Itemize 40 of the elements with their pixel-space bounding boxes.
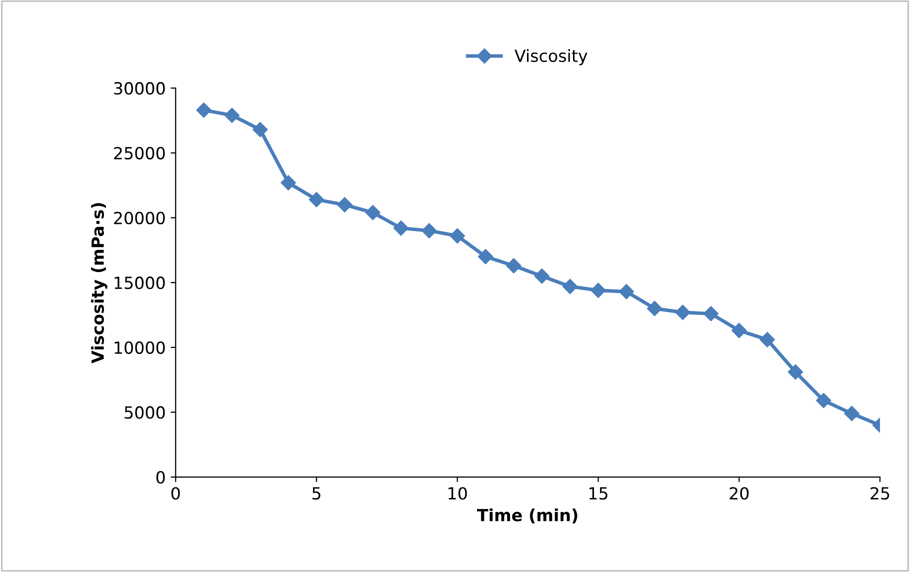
- point: [647, 300, 662, 316]
- x-tick-label: 15: [589, 487, 608, 500]
- y-tick-label: 0: [156, 471, 165, 484]
- y-tick-label: 20000: [114, 212, 165, 224]
- point: [337, 197, 352, 212]
- point: [224, 108, 240, 123]
- y-tick-label: 10000: [114, 341, 165, 354]
- x-tick-label: 20: [730, 487, 749, 500]
- y-tick-label: 5000: [124, 406, 165, 419]
- point: [534, 268, 550, 284]
- point: [196, 102, 212, 118]
- y-tick-label: 25000: [114, 146, 165, 160]
- point: [562, 278, 578, 294]
- point: [308, 192, 324, 208]
- y-axis-title: Viscosity (mPa·s): [91, 203, 108, 364]
- point: [506, 258, 522, 274]
- point: [280, 175, 296, 190]
- point: [422, 223, 437, 238]
- point: [760, 332, 775, 348]
- point: [393, 220, 409, 236]
- point: [590, 282, 606, 298]
- point: [478, 249, 494, 264]
- x-tick-label: 25: [870, 487, 890, 500]
- legend-label: Viscosity: [514, 49, 588, 66]
- x-tick-label: 10: [448, 487, 467, 500]
- x-tick-label: 5: [312, 487, 320, 500]
- y-tick-label: 30000: [114, 82, 165, 95]
- x-tick-label: 0: [171, 487, 180, 500]
- point: [675, 304, 690, 320]
- point: [816, 392, 832, 408]
- point: [844, 406, 860, 422]
- point: [703, 306, 718, 322]
- point: [788, 364, 804, 380]
- point: [732, 322, 747, 338]
- point: [450, 228, 465, 244]
- x-axis-title: Time (min): [477, 508, 578, 524]
- point: [618, 284, 634, 300]
- y-tick-label: 15000: [114, 276, 165, 290]
- point: [252, 122, 268, 138]
- point: [365, 204, 380, 220]
